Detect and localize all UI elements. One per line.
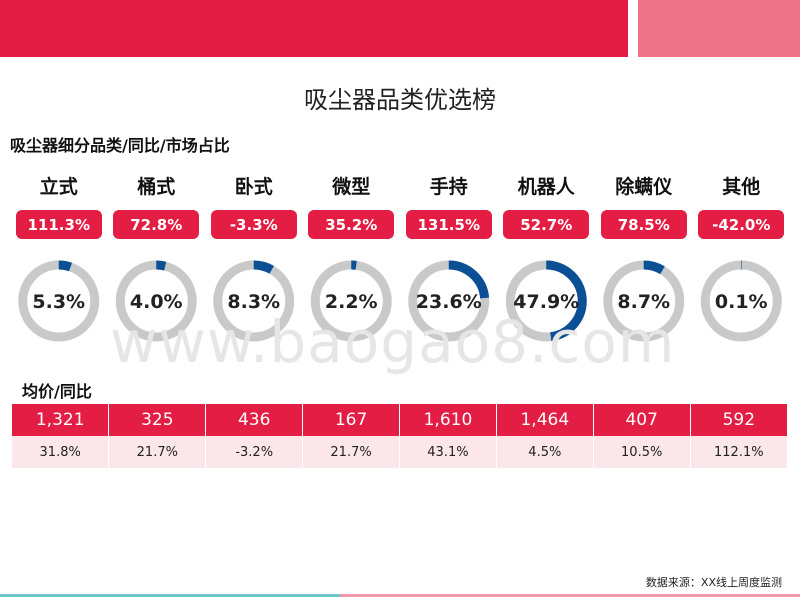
donut-share-arc: [408, 260, 490, 342]
avg-price-cell: 325: [108, 404, 207, 436]
yoy-badge: -42.0%: [698, 210, 785, 239]
yoy-badge: 131.5%: [405, 210, 492, 239]
donut-share-label: 47.9%: [513, 291, 579, 313]
yoy-badge: 35.2%: [308, 210, 395, 239]
footer-line-pink: [340, 594, 800, 597]
category-label: 手持: [429, 176, 468, 198]
category-label: 卧式: [234, 176, 273, 198]
yoy-badge: 111.3%: [15, 210, 102, 239]
header-bar: [0, 0, 628, 57]
price-table: 1,321 325 436 167 1,610 1,464 407 592 31…: [12, 404, 787, 468]
avg-price-cell: 592: [690, 404, 787, 436]
donut-share-label: 5.3%: [32, 291, 85, 313]
category-label: 桶式: [137, 176, 176, 198]
avg-price-cell: 167: [302, 404, 400, 436]
yoy-badge: 72.8%: [113, 210, 200, 239]
avg-price-yoy-row: 31.8% 21.7% -3.2% 21.7% 43.1% 4.5% 10.5%…: [12, 436, 787, 468]
yoy-badges: 111.3% 72.8% -3.3% 35.2% 131.5% 52.7% 78…: [10, 210, 790, 239]
donut-share-label: 8.7%: [617, 291, 670, 313]
donut-share-arc: [18, 260, 100, 342]
donut-share-arc: [115, 260, 197, 342]
avg-price-row: 1,321 325 436 167 1,610 1,464 407 592: [12, 404, 787, 436]
yoy-badge: 78.5%: [600, 210, 687, 239]
watermark-text: www.baogao8.com: [110, 308, 676, 376]
price-section-label: 均价/同比: [22, 382, 92, 401]
section-subtitle: 吸尘器细分品类/同比/市场占比: [10, 136, 230, 155]
yoy-badge: 52.7%: [503, 210, 590, 239]
avg-price-yoy-cell: 10.5%: [593, 436, 691, 468]
category-label: 机器人: [517, 176, 575, 198]
avg-price-yoy-cell: 21.7%: [108, 436, 207, 468]
avg-price-yoy-cell: 112.1%: [690, 436, 787, 468]
avg-price-cell: 1,610: [399, 404, 497, 436]
donut-share-arc: [603, 260, 685, 342]
donut-share-arc: [213, 260, 295, 342]
header-accent-bar: [638, 0, 800, 57]
category-labels: 立式 桶式 卧式 微型 手持 机器人 除螨仪 其他: [10, 172, 790, 199]
market-share-donuts: 5.3% 4.0% 8.3% 2.2% 23.6% 47.9% 8.7% 0.1%: [18, 260, 782, 342]
data-source-note: 数据来源：XX线上周度监测: [645, 576, 782, 589]
yoy-badge: -3.3%: [210, 210, 297, 239]
avg-price-yoy-cell: 43.1%: [399, 436, 497, 468]
footer-line-teal: [0, 594, 340, 597]
category-label: 微型: [332, 176, 371, 198]
avg-price-cell: 407: [593, 404, 691, 436]
donut-share-label: 2.2%: [325, 291, 378, 313]
donut-share-arc: [700, 260, 782, 342]
category-label: 其他: [722, 176, 761, 198]
avg-price-cell: 1,321: [12, 404, 110, 436]
page-title: 吸尘器品类优选榜: [304, 86, 496, 114]
avg-price-yoy-cell: 21.7%: [302, 436, 400, 468]
donut-share-label: 23.6%: [416, 291, 482, 313]
donut-share-arc: [310, 260, 392, 342]
category-label: 除螨仪: [615, 176, 673, 198]
avg-price-cell: 436: [205, 404, 304, 436]
donut-share-label: 4.0%: [130, 291, 183, 313]
category-label: 立式: [39, 176, 78, 198]
avg-price-yoy-cell: 31.8%: [12, 436, 110, 468]
donut-share-arc: [505, 260, 587, 342]
avg-price-cell: 1,464: [496, 404, 594, 436]
avg-price-yoy-cell: 4.5%: [496, 436, 594, 468]
donut-share-label: 0.1%: [715, 291, 768, 313]
donut-share-label: 8.3%: [227, 291, 280, 313]
avg-price-yoy-cell: -3.2%: [205, 436, 304, 468]
